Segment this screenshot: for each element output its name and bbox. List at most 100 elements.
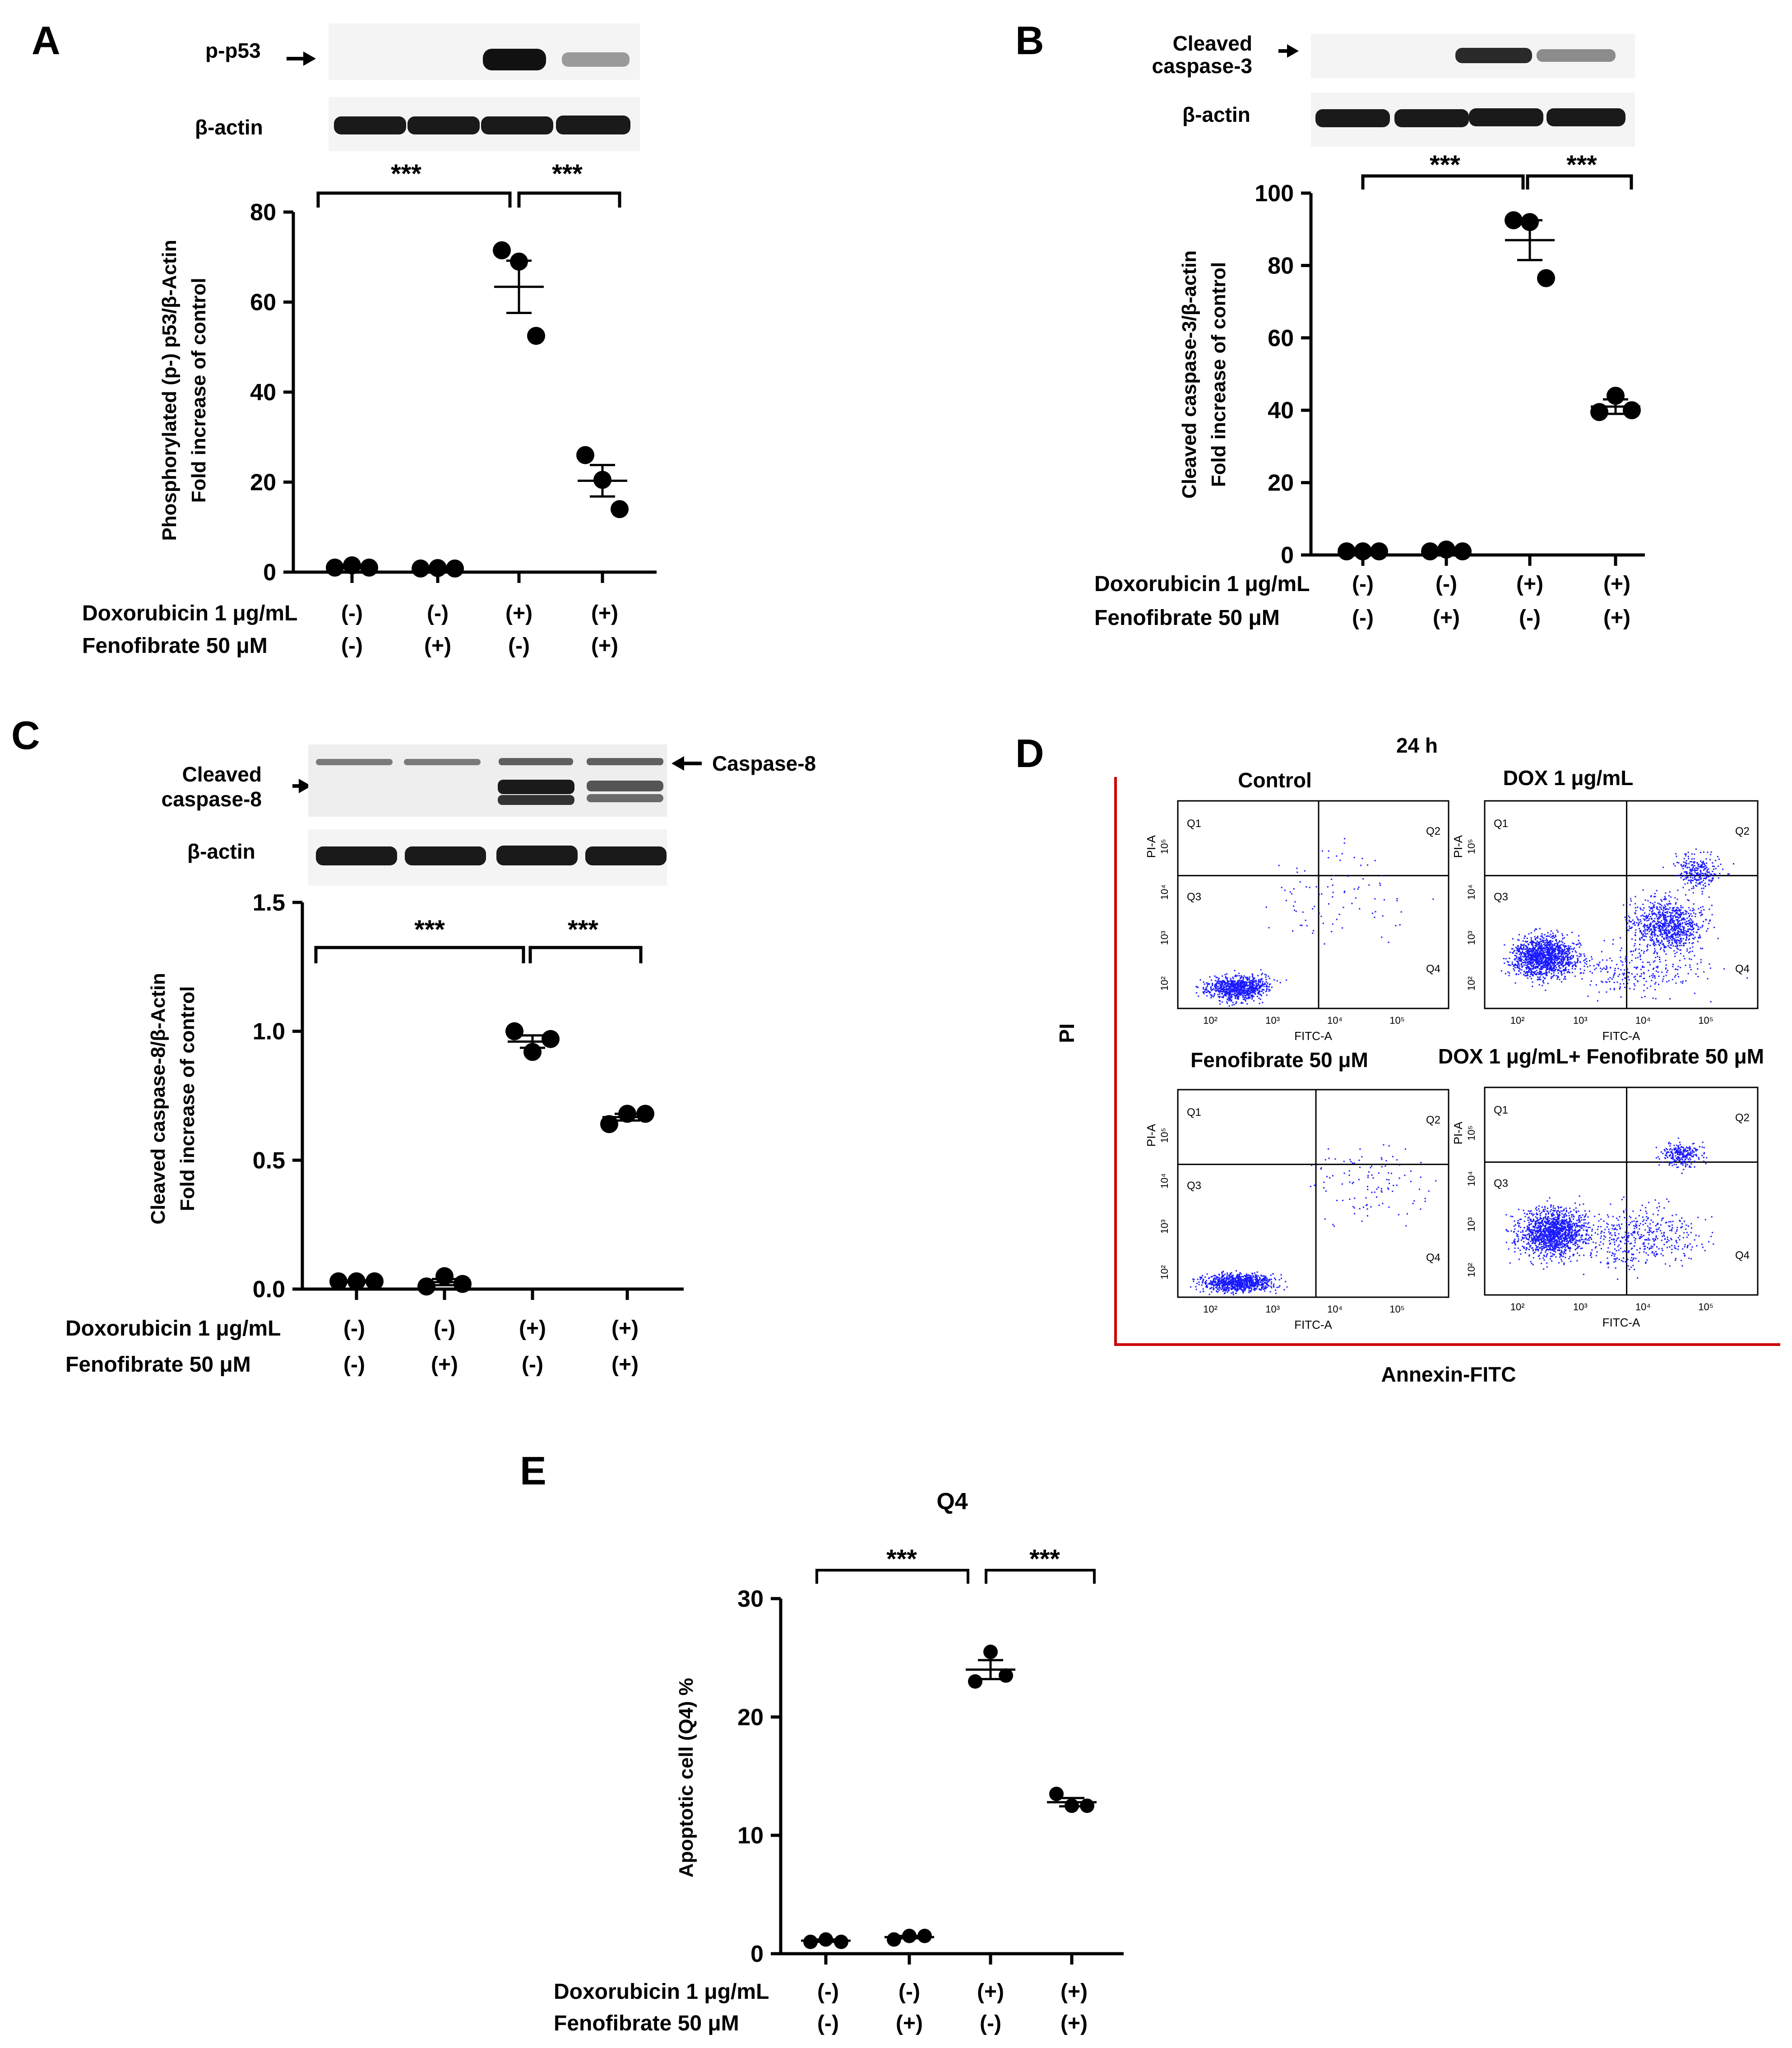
cond-e-row1-value: (-) <box>898 1980 920 2004</box>
chart-a-point <box>493 241 511 259</box>
chart-b-point <box>1370 542 1388 560</box>
flow-plot-combo-xtick-label: 10³ <box>1573 1301 1588 1313</box>
cond-e-row1-value: (-) <box>817 1980 839 2004</box>
chart-b-point <box>1505 211 1523 230</box>
flow-x-axis-label: Annexin-FITC <box>1381 1363 1516 1386</box>
flow-plot-fenofibrate-xtick-label: 10³ <box>1265 1304 1280 1315</box>
cond-a-row1-label: Doxorubicin 1 μg/mL <box>82 601 297 625</box>
flow-plot-fenofibrate-q1: Q1 <box>1187 1106 1201 1119</box>
panel-d-letter: D <box>1015 731 1044 776</box>
flow-plot-fenofibrate-xtick-label: 10² <box>1203 1304 1218 1315</box>
cond-b-row1-label: Doxorubicin 1 μg/mL <box>1094 572 1310 596</box>
chart-c-point <box>636 1105 654 1123</box>
flow-plot-dox-ylabel: PI-A <box>1451 835 1465 858</box>
panel-d: D 24 h PI Annexin-FITC Control DOX 1 μg/… <box>1015 731 1780 1386</box>
flow-plot-fenofibrate-q4: Q4 <box>1426 1252 1440 1264</box>
flow-plot-combo-q3: Q3 <box>1494 1178 1508 1190</box>
chart-b: 0 20 40 60 80 100 Cleaved caspase-3/β-actin Fol… <box>1178 180 1645 569</box>
chart-a-ytick-label: 20 <box>250 470 276 496</box>
chart-c-ytick-label: 0.5 <box>253 1147 285 1174</box>
flow-title-combo: DOX 1 μg/mL+ Fenofibrate 50 μM <box>1438 1045 1764 1068</box>
chart-e-ytick-label: 30 <box>737 1586 764 1612</box>
blot-b-loading-label: β-actin <box>1182 103 1250 126</box>
cond-b-row2-value: (-) <box>1519 606 1541 630</box>
cond-c-row1-value: (+) <box>519 1317 546 1341</box>
sig-c-dox-vs-combo: *** <box>568 915 598 944</box>
flow-plot-control-xtick-label: 10⁵ <box>1389 1015 1405 1026</box>
chart-a-point <box>611 500 629 518</box>
flow-plot-control-q4: Q4 <box>1426 963 1440 975</box>
cond-e-row2-value: (-) <box>980 2011 1001 2035</box>
flow-plot-fenofibrate-q3: Q3 <box>1187 1180 1201 1192</box>
cond-c-row1-label: Doxorubicin 1 μg/mL <box>65 1317 281 1341</box>
chart-e-point <box>999 1668 1013 1683</box>
blot-a-target-membrane <box>329 23 640 80</box>
chart-e-point <box>983 1645 998 1660</box>
flow-plot-control-ylabel: PI-A <box>1144 835 1158 858</box>
chart-b-ytick-label: 0 <box>1281 542 1294 569</box>
chart-a-ytick-label: 80 <box>250 199 276 226</box>
flow-plot-control-q3: Q3 <box>1187 891 1201 903</box>
blot-b-target-label-line1: Cleaved <box>1173 32 1252 55</box>
flow-plot-dox-ytick-label: 10⁴ <box>1466 884 1477 900</box>
cond-c-row2-value: (-) <box>343 1353 365 1377</box>
flow-plot-combo-ytick-label: 10² <box>1466 1263 1477 1277</box>
blot-c-uncleaved-arrow <box>671 756 702 771</box>
panel-b-letter: B <box>1015 18 1044 63</box>
chart-a-point <box>593 471 611 489</box>
chart-b-ylabel-line2: Fold increase of control <box>1208 262 1230 487</box>
blot-a-target-label: p-p53 <box>205 39 261 62</box>
flow-plot-combo-ytick-label: 10³ <box>1466 1217 1477 1232</box>
chart-c-point <box>417 1277 435 1296</box>
flow-plot-combo-events <box>1505 1137 1714 1280</box>
bracket-e-1 <box>815 1569 969 1584</box>
chart-c-point <box>454 1275 472 1293</box>
flow-plot-control-xtick-label: 10⁴ <box>1327 1015 1343 1026</box>
cond-a-row2-value: (-) <box>508 634 530 658</box>
blot-b-actin-band-2 <box>1394 109 1469 127</box>
cond-c-row2-value: (+) <box>611 1353 639 1377</box>
flow-plot-fenofibrate-ytick-label: 10³ <box>1159 1220 1170 1234</box>
flow-plot-combo-frame <box>1484 1086 1759 1296</box>
flow-plot-dox-q3: Q3 <box>1494 891 1508 903</box>
blot-c-target-arrow <box>292 779 311 793</box>
chart-e-point <box>968 1674 982 1689</box>
bracket-e-2 <box>985 1569 1096 1584</box>
chart-a-ylabel-line1: Phosphorylated (p-) p53/β-Actin <box>158 240 181 541</box>
chart-a-point <box>576 446 594 464</box>
chart-b-point <box>1590 403 1608 421</box>
flow-plot-dox-q4: Q4 <box>1735 963 1750 975</box>
chart-e: Q4 0 10 20 30 Apoptotic cell (Q4) % <box>675 1489 1124 1967</box>
flow-plot-dox-events <box>1500 848 1748 1003</box>
chart-b-point <box>1421 542 1439 560</box>
cond-e-row1-value: (+) <box>1060 1980 1088 2004</box>
conditions-a: Doxorubicin 1 μg/mL Fenofibrate 50 μM (-) (… <box>82 601 618 658</box>
flow-y-axis-label: PI <box>1055 1023 1079 1043</box>
flow-plot-control-q2: Q2 <box>1426 825 1440 837</box>
chart-b-ytick-label: 60 <box>1268 325 1294 351</box>
blot-a-actin-band-4 <box>556 116 630 134</box>
chart-c-ylabel-line2: Fold increase of control <box>176 986 199 1211</box>
flow-plot-combo-ytick-label: 10⁴ <box>1466 1171 1477 1186</box>
chart-e-point <box>887 1932 901 1947</box>
cond-c-row1-value: (+) <box>611 1317 639 1341</box>
chart-e-point <box>902 1928 917 1943</box>
flow-plot-control-frame <box>1177 800 1449 1009</box>
flow-plot-combo-q2: Q2 <box>1735 1112 1750 1124</box>
chart-c-ylabel-line1: Cleaved caspase-8/β-Actin <box>147 973 169 1225</box>
flow-title-control: Control <box>1238 768 1312 792</box>
chart-b-ytick-label: 40 <box>1268 398 1294 424</box>
flow-plot-fenofibrate-xtick-label: 10⁴ <box>1327 1304 1343 1315</box>
flow-plot-combo-xtick-label: 10⁴ <box>1635 1301 1651 1313</box>
chart-b-point <box>1537 269 1555 287</box>
cond-a-row1-value: (-) <box>341 601 363 625</box>
flow-plot-combo-q1: Q1 <box>1494 1104 1508 1116</box>
cond-b-row2-label: Fenofibrate 50 μM <box>1094 606 1280 630</box>
cond-a-row1-value: (+) <box>505 601 533 625</box>
flow-plot-fenofibrate-events <box>1190 1144 1437 1296</box>
chart-e-title: Q4 <box>936 1489 968 1515</box>
blot-a-actin-band-3 <box>481 116 553 134</box>
blot-b-band-dox <box>1455 48 1532 63</box>
chart-a-ylabel-line2: Fold increase of control <box>188 278 210 503</box>
